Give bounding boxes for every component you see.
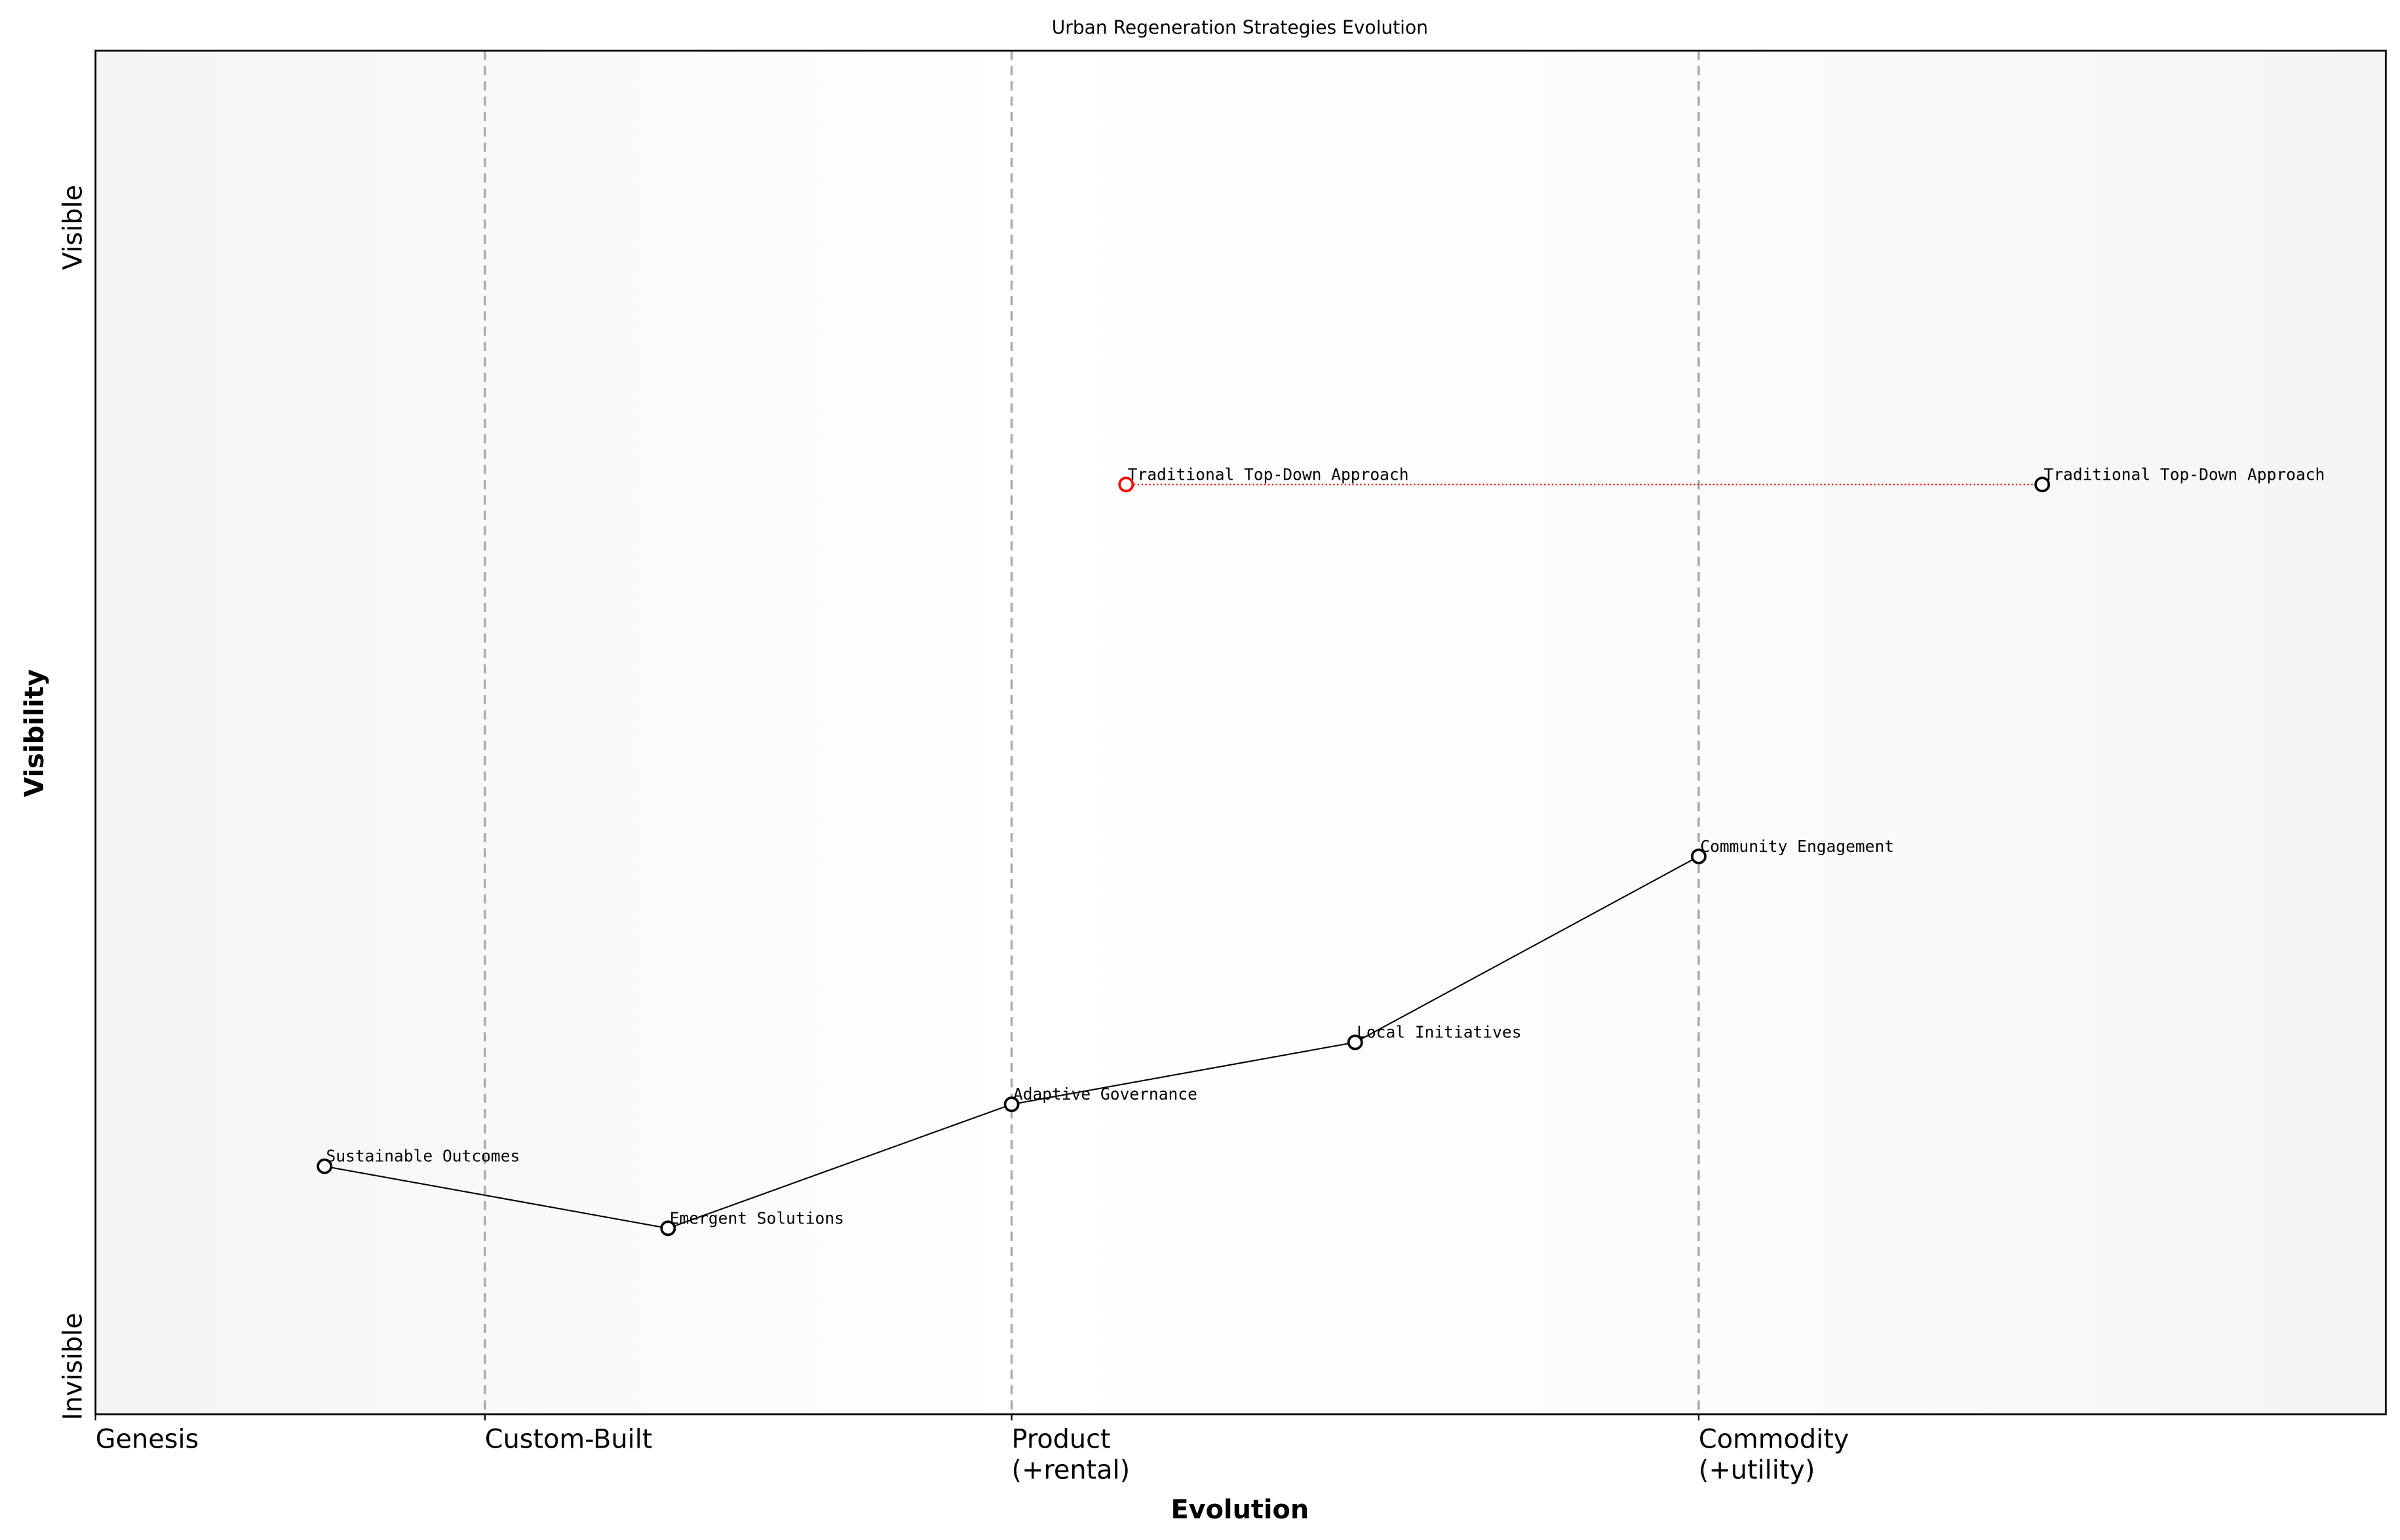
chart-title: Urban Regeneration Strategies Evolution <box>1052 16 1428 38</box>
dependency-link <box>668 1104 1012 1229</box>
x-tick-label: Product (+rental) <box>1012 1425 1131 1486</box>
dependency-link <box>1011 1041 1355 1106</box>
dependency-link <box>324 1165 668 1229</box>
x-tick-label: Genesis <box>96 1425 199 1455</box>
x-tick-label: Custom-Built <box>485 1425 653 1455</box>
y-tick-invisible: Invisible <box>58 1313 88 1420</box>
component-node <box>2034 476 2051 493</box>
x-tick-label: Commodity (+utility) <box>1699 1425 1849 1486</box>
y-tick-visible: Visible <box>58 185 88 270</box>
component-label: Adaptive Governance <box>1013 1085 1197 1104</box>
component-label: Local Initiatives <box>1357 1023 1521 1042</box>
component-node <box>1347 1034 1363 1050</box>
y-axis-label: Visibility <box>20 669 50 797</box>
plot-frame <box>94 49 2387 1415</box>
component-node <box>317 1158 333 1174</box>
component-node <box>1003 1096 1020 1113</box>
component-label: Community Engagement <box>1700 837 1894 856</box>
component-node <box>1118 476 1134 493</box>
component-label: Emergent Solutions <box>670 1208 844 1227</box>
component-label: Traditional Top-Down Approach <box>2043 465 2325 484</box>
dependency-link <box>1355 855 1699 1043</box>
component-label: Traditional Top-Down Approach <box>1128 465 1409 484</box>
plot-background <box>95 50 2386 1415</box>
component-node <box>660 1220 676 1237</box>
x-axis-label: Evolution <box>1171 1495 1309 1525</box>
component-node <box>1691 848 1707 864</box>
component-label: Sustainable Outcomes <box>326 1147 520 1166</box>
